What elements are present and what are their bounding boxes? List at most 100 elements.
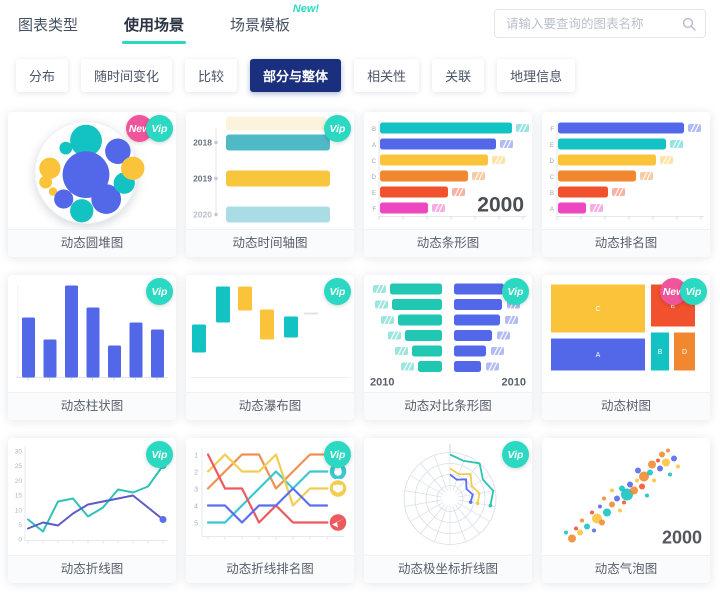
svg-text:10: 10 [15,507,23,514]
template-grid: New Vip 动态圆堆图 2018 2019 2020 Vip 动态时间轴图 B A C D E F 20… [0,98,720,583]
template-card-7[interactable]: C A E B D New Vip 动态树图 [542,275,710,420]
vip-badge: Vip [680,278,707,305]
chart-thumbnail-bubble: 2000 [542,438,710,555]
search-box[interactable] [494,9,706,38]
card-title: 动态排名图 [542,229,710,257]
nav-tab-label: 图表类型 [18,17,79,34]
search-icon[interactable] [682,17,696,31]
svg-text:20: 20 [15,478,23,485]
filter-pill-4[interactable]: 相关性 [354,59,420,92]
template-card-9[interactable]: 1 2 3 4 5 Vip 动态折线排名图 [186,438,354,583]
svg-text:2018: 2018 [193,138,212,148]
svg-text:F: F [372,207,376,213]
svg-text:B: B [658,349,663,356]
svg-text:30: 30 [15,449,23,456]
template-card-2[interactable]: B A C D E F 2000 动态条形图 [364,112,532,257]
chart-thumbnail-opposed: 2010 2010 [364,275,532,392]
svg-text:D: D [550,159,555,165]
filter-pill-3[interactable]: 部分与整体 [250,59,342,92]
svg-text:A: A [596,352,601,359]
svg-text:2: 2 [194,470,198,477]
active-tab-underline [122,41,187,44]
svg-text:2010: 2010 [502,377,526,389]
chart-thumbnail-waterfall [186,275,354,392]
template-card-8[interactable]: 30 25 20 15 10 5 0 Vip 动态折线图 [8,438,176,583]
svg-text:2019: 2019 [193,174,212,184]
vip-badge: Vip [502,441,529,468]
badge-group: Vip [502,441,529,468]
filter-pill-6[interactable]: 地理信息 [497,59,576,92]
filter-pill-2[interactable]: 比较 [185,59,238,92]
new-flag: New! [292,3,320,15]
svg-text:2020: 2020 [193,210,212,220]
card-title: 动态条形图 [364,229,532,257]
chart-thumbnail-circlepack [8,112,176,229]
svg-text:5: 5 [194,521,198,528]
svg-text:15: 15 [15,493,23,500]
template-card-4[interactable]: Vip 动态柱状图 [8,275,176,420]
template-card-5[interactable]: Vip 动态瀑布图 [186,275,354,420]
vip-badge: Vip [146,278,173,305]
nav-tab-0[interactable]: 图表类型 [16,2,80,46]
card-title: 动态圆堆图 [8,229,176,257]
template-card-11[interactable]: 2000 动态气泡图 [542,438,710,583]
badge-group: Vip [146,441,173,468]
svg-text:1: 1 [194,453,198,460]
card-title: 动态折线图 [8,555,176,583]
chart-thumbnail-hbar: F E D C B A [542,112,710,229]
svg-text:B: B [550,191,554,197]
svg-text:0: 0 [18,537,22,544]
svg-text:25: 25 [15,463,23,470]
chart-thumbnail-vbar [8,275,176,392]
card-title: 动态折线排名图 [186,555,354,583]
nav-tab-label: 场景模板 [230,17,291,34]
card-title: 动态气泡图 [542,555,710,583]
svg-text:F: F [550,127,554,133]
svg-text:A: A [372,143,376,149]
template-card-10[interactable]: Vip 动态极坐标折线图 [364,438,532,583]
nav-tabs: 图表类型 使用场景 场景模板 New! [16,2,334,46]
vip-badge: Vip [324,115,351,142]
filter-pill-0[interactable]: 分布 [16,59,69,92]
top-nav: 图表类型 使用场景 场景模板 New! [0,0,720,46]
template-card-0[interactable]: New Vip 动态圆堆图 [8,112,176,257]
filter-pill-5[interactable]: 关联 [432,59,485,92]
svg-text:5: 5 [18,522,22,529]
svg-text:D: D [682,349,687,356]
svg-text:E: E [550,143,554,149]
svg-text:2010: 2010 [370,377,394,389]
svg-text:4: 4 [194,504,198,511]
vip-badge: Vip [324,278,351,305]
svg-text:C: C [550,175,555,181]
svg-text:E: E [671,303,676,310]
card-title: 动态时间轴图 [186,229,354,257]
badge-group: Vip [324,115,351,142]
svg-text:C: C [595,306,600,313]
badge-group: New Vip [660,278,707,305]
nav-tab-2[interactable]: 场景模板 New! [228,2,319,46]
chart-thumbnail-hbar: B A C D E F 2000 [364,112,532,229]
card-title: 动态柱状图 [8,392,176,420]
search-input[interactable] [504,15,682,32]
badge-group: Vip [502,278,529,305]
badge-group: Vip [324,278,351,305]
svg-text:E: E [372,191,376,197]
vip-badge: Vip [146,441,173,468]
card-title: 动态瀑布图 [186,392,354,420]
template-card-1[interactable]: 2018 2019 2020 Vip 动态时间轴图 [186,112,354,257]
svg-text:C: C [372,159,377,165]
badge-group: Vip [146,278,173,305]
svg-text:3: 3 [194,487,198,494]
svg-text:2000: 2000 [662,528,702,548]
nav-tab-1[interactable]: 使用场景 [122,2,187,46]
svg-text:D: D [372,175,377,181]
card-title: 动态对比条形图 [364,392,532,420]
template-card-3[interactable]: F E D C B A 动态排名图 [542,112,710,257]
vip-badge: Vip [502,278,529,305]
chart-thumbnail-timeline: 2018 2019 2020 [186,112,354,229]
svg-text:A: A [550,207,554,213]
filter-pill-1[interactable]: 随时间变化 [81,59,173,92]
chart-thumbnail-polar [364,438,532,555]
template-card-6[interactable]: 2010 2010 Vip 动态对比条形图 [364,275,532,420]
badge-group: Vip [324,441,351,468]
